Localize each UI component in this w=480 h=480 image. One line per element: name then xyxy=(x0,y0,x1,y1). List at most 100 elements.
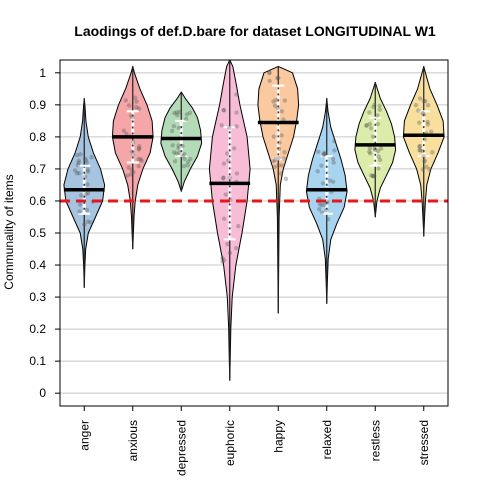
point-anxious xyxy=(126,165,131,170)
x-tick-label-anxious: anxious xyxy=(126,420,140,461)
point-relaxed xyxy=(331,160,336,165)
point-relaxed xyxy=(320,181,326,186)
point-anxious xyxy=(136,147,142,152)
point-depressed xyxy=(171,123,177,129)
violin-layer xyxy=(63,59,445,381)
point-depressed xyxy=(184,112,190,117)
axis-layer: 0 0.1 0.2 0.3 0.4 0.5 0.6 0.7 0.8 0.9 1 anger anxiou… xyxy=(29,59,449,476)
point-depressed xyxy=(183,116,189,122)
point-anxious xyxy=(138,157,143,162)
point-happy xyxy=(276,75,281,81)
point-anxious xyxy=(130,114,135,120)
point-relaxed xyxy=(319,210,325,215)
point-relaxed xyxy=(332,148,337,153)
point-stressed xyxy=(420,167,425,172)
point-euphoric xyxy=(236,224,241,229)
point-depressed xyxy=(169,128,175,134)
point-restless xyxy=(372,146,377,151)
point-restless xyxy=(373,147,378,153)
point-euphoric xyxy=(221,161,227,166)
chart-title: Laodings of def.D.bare for dataset LONGI… xyxy=(74,23,436,39)
point-restless xyxy=(375,148,381,154)
point-anxious xyxy=(136,146,142,151)
point-anger xyxy=(85,169,91,174)
point-anger xyxy=(88,220,93,225)
point-happy xyxy=(272,103,278,108)
y-axis-label: Communality of items xyxy=(2,174,16,289)
point-euphoric xyxy=(221,108,226,113)
y-tick-label: 0 xyxy=(39,386,46,400)
point-happy xyxy=(282,98,288,103)
y-tick-label: 1 xyxy=(39,66,46,80)
point-depressed xyxy=(185,159,191,165)
point-restless xyxy=(368,151,373,156)
point-anxious xyxy=(136,163,141,169)
y-tick-label: 0.9 xyxy=(29,98,46,112)
point-anger xyxy=(85,219,90,224)
point-euphoric xyxy=(227,250,233,256)
point-depressed xyxy=(170,143,175,148)
x-tick-label-happy: happy xyxy=(271,420,285,453)
point-stressed xyxy=(417,96,423,101)
point-happy xyxy=(271,134,276,139)
point-stressed xyxy=(424,164,429,170)
point-restless xyxy=(364,122,369,128)
point-relaxed xyxy=(322,202,327,208)
point-depressed xyxy=(182,151,187,157)
point-restless xyxy=(370,134,376,139)
point-euphoric xyxy=(219,123,224,128)
point-relaxed xyxy=(327,178,332,183)
point-happy xyxy=(271,99,276,104)
point-restless xyxy=(377,157,383,163)
point-depressed xyxy=(176,125,181,131)
point-happy xyxy=(277,140,282,145)
point-anger xyxy=(82,156,88,161)
x-tick-label-depressed: depressed xyxy=(174,420,188,476)
x-tick-label-stressed: stressed xyxy=(417,420,431,465)
point-restless xyxy=(368,173,374,178)
point-relaxed xyxy=(322,150,327,156)
point-relaxed xyxy=(330,156,336,162)
point-euphoric xyxy=(234,124,239,129)
point-anger xyxy=(82,174,88,179)
point-anxious xyxy=(130,152,136,157)
point-stressed xyxy=(422,159,427,164)
point-depressed xyxy=(172,158,178,164)
point-relaxed xyxy=(330,179,336,184)
point-happy xyxy=(275,75,280,81)
point-relaxed xyxy=(319,163,324,168)
point-depressed xyxy=(188,156,193,162)
point-anxious xyxy=(136,106,142,111)
point-restless xyxy=(364,123,369,128)
point-anxious xyxy=(129,149,135,154)
point-stressed xyxy=(427,167,432,172)
point-anxious xyxy=(129,167,135,172)
point-stressed xyxy=(430,150,435,155)
point-anger xyxy=(77,209,82,214)
point-stressed xyxy=(425,122,431,127)
x-tick-label-euphoric: euphoric xyxy=(223,420,237,466)
point-restless xyxy=(376,166,381,171)
point-happy xyxy=(274,97,279,103)
point-happy xyxy=(279,163,285,168)
point-relaxed xyxy=(321,152,326,157)
point-happy xyxy=(279,133,284,138)
point-relaxed xyxy=(319,202,324,208)
point-anxious xyxy=(132,95,138,100)
point-stressed xyxy=(413,102,419,108)
point-depressed xyxy=(174,151,179,156)
point-anxious xyxy=(128,172,134,177)
point-happy xyxy=(276,156,281,161)
point-euphoric xyxy=(227,175,233,181)
point-stressed xyxy=(425,119,430,125)
point-anger xyxy=(83,191,88,197)
point-depressed xyxy=(176,146,181,151)
point-depressed xyxy=(172,110,177,116)
point-euphoric xyxy=(234,92,239,97)
point-happy xyxy=(278,171,284,176)
point-restless xyxy=(376,154,381,159)
point-relaxed xyxy=(317,207,322,212)
point-stressed xyxy=(417,144,422,149)
point-happy xyxy=(267,78,272,84)
